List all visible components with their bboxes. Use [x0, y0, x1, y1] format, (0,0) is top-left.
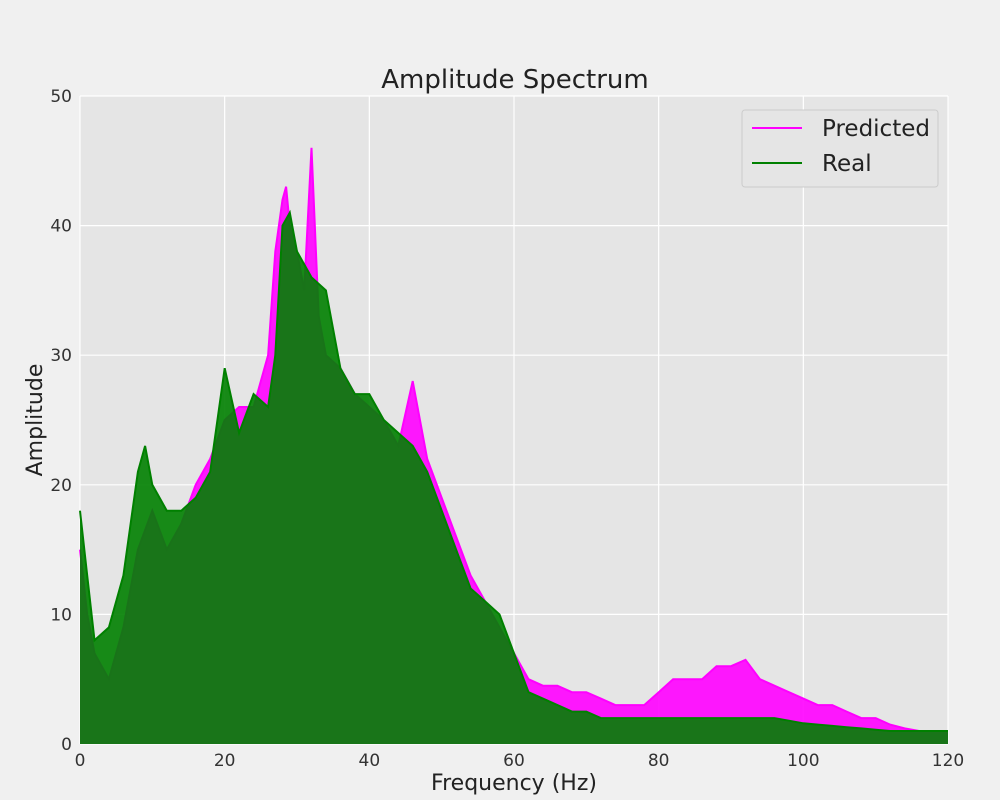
- y-tick-label: 0: [61, 735, 72, 755]
- y-tick-label: 30: [50, 346, 72, 366]
- x-axis-label: Frequency (Hz): [431, 771, 597, 796]
- series-layer: [79, 147, 948, 745]
- x-tick-label: 80: [648, 751, 670, 771]
- legend-label-predicted: Predicted: [822, 116, 930, 142]
- legend-box: [741, 109, 939, 188]
- y-axis-ticks: 0 10 20 30 40 50: [50, 87, 72, 755]
- y-tick-label: 10: [50, 605, 72, 625]
- x-tick-label: 60: [503, 751, 525, 771]
- series-line-real: [79, 209, 948, 732]
- x-tick-label: 120: [932, 751, 964, 771]
- x-tick-label: 100: [787, 751, 819, 771]
- series-area-real: [80, 212, 948, 745]
- legend-label-real: Real: [822, 151, 872, 177]
- y-tick-label: 50: [50, 87, 72, 107]
- y-axis-label: Amplitude: [23, 364, 48, 477]
- y-tick-label: 20: [50, 476, 72, 496]
- legend: Predicted Real: [741, 109, 939, 188]
- x-tick-label: 0: [75, 751, 86, 771]
- x-axis-ticks: 0 20 40 60 80 100 120: [75, 751, 965, 771]
- chart-title: Amplitude Spectrum: [381, 65, 649, 95]
- x-tick-label: 20: [214, 751, 236, 771]
- y-tick-label: 40: [50, 217, 72, 237]
- x-tick-label: 40: [359, 751, 381, 771]
